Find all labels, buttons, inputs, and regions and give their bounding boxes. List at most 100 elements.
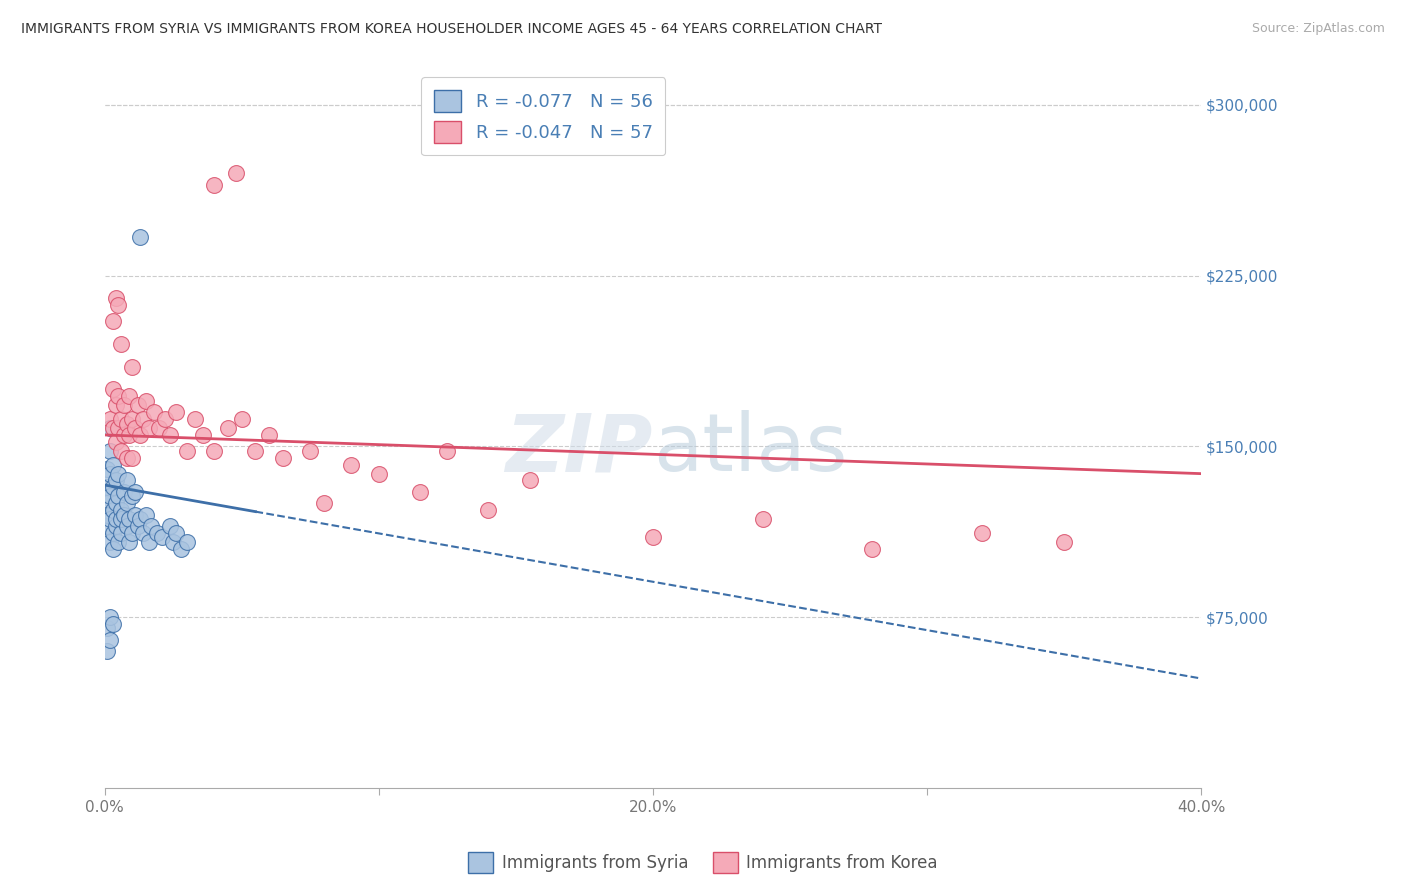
Point [860,541,883,556]
Point [138,535,160,549]
Point [98,512,121,526]
Point [115,519,138,533]
Point [104,519,127,533]
Point [299,443,322,458]
Point [127,519,149,533]
Point [115,474,138,488]
Point [245,443,267,458]
Point [104,398,127,412]
Point [127,398,149,412]
Point [145,525,167,540]
Point [150,530,173,544]
Point [104,496,127,510]
Point [176,535,198,549]
Point [121,525,143,540]
Point [129,230,152,244]
Point [367,467,389,481]
Point [98,632,121,647]
Point [153,412,176,426]
Point [110,443,132,458]
Point [121,359,143,374]
Point [129,428,152,442]
Point [107,389,129,403]
Point [162,535,184,549]
Point [312,496,335,510]
Point [135,393,157,408]
Point [115,417,138,431]
Point [231,412,253,426]
Point [159,519,181,533]
Point [124,484,146,499]
Point [121,412,143,426]
Point [121,450,143,465]
Point [225,166,247,180]
Point [519,474,541,488]
Point [104,292,127,306]
Point [176,443,198,458]
Point [124,421,146,435]
Point [115,496,138,510]
Point [98,467,121,481]
Point [98,535,121,549]
Point [110,503,132,517]
Point [340,458,363,472]
Point [970,525,993,540]
Point [170,541,193,556]
Point [96,622,118,636]
Point [112,398,135,412]
Point [124,508,146,522]
Point [101,503,124,517]
Point [202,178,225,192]
Point [118,428,141,442]
Point [257,428,280,442]
Point [135,508,157,522]
Point [118,512,141,526]
Point [107,298,129,312]
Point [115,450,138,465]
Point [271,450,294,465]
Text: ZIP: ZIP [506,410,652,488]
Point [118,535,141,549]
Point [184,412,207,426]
Point [101,616,124,631]
Point [409,484,432,499]
Point [96,480,118,494]
Point [132,412,155,426]
Legend: R = -0.077   N = 56, R = -0.047   N = 57: R = -0.077 N = 56, R = -0.047 N = 57 [422,77,665,155]
Point [98,443,121,458]
Text: IMMIGRANTS FROM SYRIA VS IMMIGRANTS FROM KOREA HOUSEHOLDER INCOME AGES 45 - 64 Y: IMMIGRANTS FROM SYRIA VS IMMIGRANTS FROM… [21,22,882,37]
Point [132,525,155,540]
Text: atlas: atlas [652,410,848,488]
Point [202,443,225,458]
Point [217,421,239,435]
Point [98,412,121,426]
Text: Source: ZipAtlas.com: Source: ZipAtlas.com [1251,22,1385,36]
Point [107,535,129,549]
Point [101,480,124,494]
Point [101,525,124,540]
Point [96,496,118,510]
Point [107,421,129,435]
Point [101,314,124,328]
Point [118,389,141,403]
Point [641,530,664,544]
Point [1053,535,1076,549]
Point [107,467,129,481]
Point [148,421,170,435]
Point [159,428,181,442]
Point [96,519,118,533]
Point [121,490,143,504]
Point [138,421,160,435]
Point [104,512,127,526]
Point [96,644,118,658]
Point [104,474,127,488]
Point [107,490,129,504]
Point [165,405,187,419]
Point [110,512,132,526]
Point [110,337,132,351]
Point [112,484,135,499]
Point [129,512,152,526]
Point [112,508,135,522]
Point [96,462,118,476]
Point [143,405,166,419]
